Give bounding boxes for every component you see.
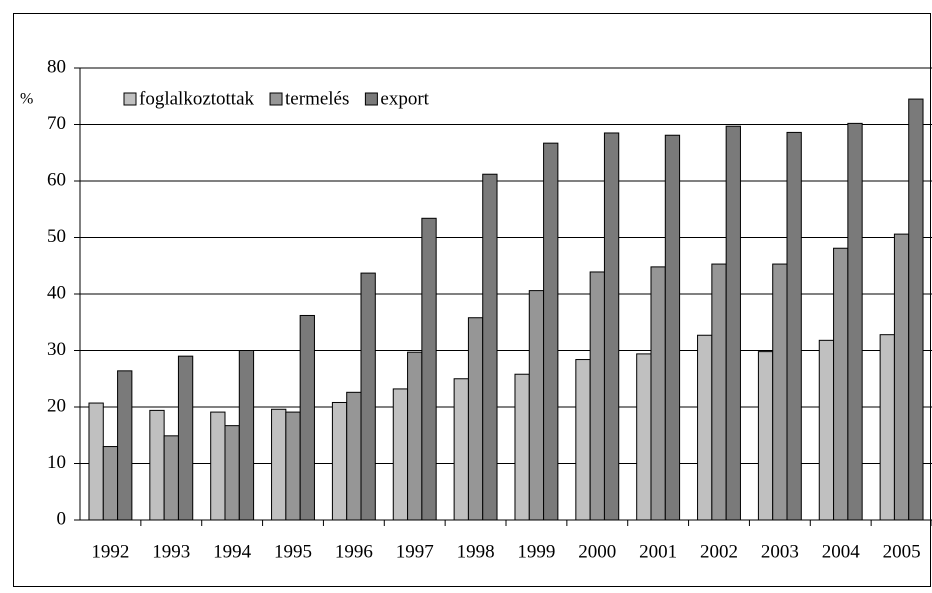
x-tick-label: 1994 — [213, 541, 252, 562]
y-tick-label: 30 — [47, 339, 66, 360]
bar — [285, 411, 301, 521]
x-tick-label: 2000 — [578, 541, 616, 562]
bar — [346, 391, 362, 521]
bar — [421, 217, 437, 521]
bar — [177, 355, 194, 521]
y-tick-label: 80 — [47, 56, 66, 77]
x-tick-label: 1992 — [91, 541, 129, 562]
legend-label: export — [380, 88, 429, 109]
bar — [117, 370, 133, 521]
bar — [102, 446, 119, 521]
bar — [238, 350, 255, 521]
y-tick-label: 50 — [47, 226, 66, 247]
bar — [224, 425, 240, 521]
bar — [271, 408, 287, 521]
legend-swatch — [269, 92, 283, 106]
legend-label: termelés — [285, 88, 349, 109]
bar — [636, 353, 652, 521]
bar — [818, 339, 835, 521]
bar — [711, 263, 727, 521]
bar — [467, 317, 484, 521]
bar — [163, 435, 179, 521]
bar — [88, 402, 104, 521]
bar — [543, 142, 559, 521]
y-tick-label: 0 — [57, 508, 67, 529]
bar — [360, 272, 376, 521]
bar — [833, 247, 849, 521]
y-tick-label: 70 — [47, 113, 66, 134]
bar — [786, 131, 802, 521]
x-tick-label: 1999 — [517, 541, 555, 562]
x-tick-label: 1997 — [396, 541, 434, 562]
chart-frame — [13, 13, 931, 587]
bar — [603, 132, 620, 521]
x-tick-label: 2003 — [761, 541, 799, 562]
bar — [331, 401, 348, 521]
y-axis-label: % — [20, 91, 33, 108]
bar — [772, 263, 788, 521]
bar — [847, 122, 863, 521]
bar — [482, 173, 498, 521]
legend-swatch — [364, 92, 378, 106]
y-tick-label: 20 — [47, 395, 66, 416]
bar — [664, 134, 681, 521]
x-tick-label: 2005 — [883, 541, 921, 562]
bar — [908, 98, 924, 521]
bar — [299, 314, 315, 521]
x-tick-label: 1995 — [274, 541, 312, 562]
bar — [697, 334, 713, 521]
legend-label: foglalkoztottak — [139, 88, 255, 109]
bar — [589, 271, 605, 521]
bar — [528, 290, 545, 521]
legend-swatch — [123, 92, 137, 106]
bar — [210, 411, 226, 521]
bar — [407, 351, 423, 521]
bar — [453, 378, 469, 521]
bar — [392, 388, 409, 521]
x-tick-label: 1993 — [152, 541, 190, 562]
x-tick-label: 2001 — [639, 541, 677, 562]
x-tick-label: 1998 — [457, 541, 495, 562]
y-tick-label: 40 — [47, 282, 66, 303]
y-tick-label: 60 — [47, 169, 66, 190]
bar — [650, 266, 666, 521]
y-tick-label: 10 — [47, 452, 66, 473]
x-tick-label: 2004 — [822, 541, 861, 562]
bar — [757, 351, 774, 521]
bar — [575, 359, 591, 521]
bar — [725, 125, 741, 521]
bar — [514, 373, 530, 521]
bar — [893, 233, 910, 521]
bar — [879, 334, 895, 521]
bar — [149, 409, 165, 521]
x-tick-label: 1996 — [335, 541, 373, 562]
x-tick-label: 2002 — [700, 541, 738, 562]
